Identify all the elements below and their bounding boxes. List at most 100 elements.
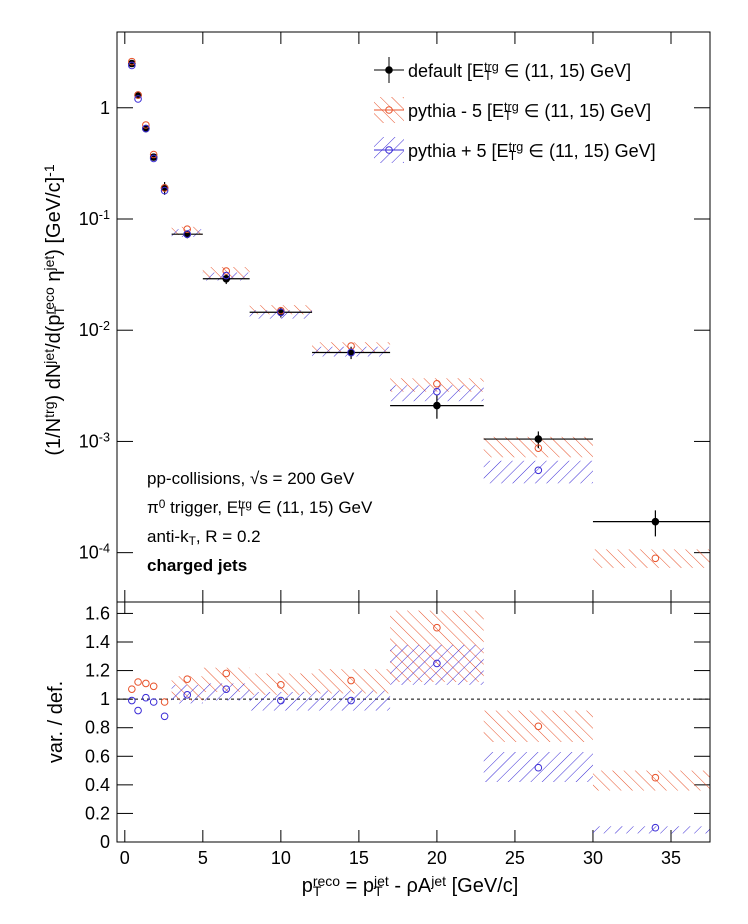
uncertainty-band bbox=[592, 549, 710, 568]
y-tick-label: 0.6 bbox=[85, 746, 110, 766]
marker bbox=[142, 121, 150, 129]
y-tick-label: 10-2 bbox=[79, 319, 110, 340]
marker bbox=[347, 676, 355, 685]
marker bbox=[142, 679, 150, 688]
marker bbox=[128, 59, 136, 68]
marker bbox=[651, 554, 660, 563]
marker bbox=[277, 681, 285, 689]
uncertainty-band bbox=[171, 684, 203, 704]
uncertainty-band bbox=[592, 826, 710, 834]
y-tick-label: 0.4 bbox=[85, 775, 110, 795]
marker bbox=[534, 722, 543, 731]
x-tick-label: 30 bbox=[583, 848, 603, 868]
marker bbox=[128, 696, 136, 705]
y-tick-label: 1.2 bbox=[85, 661, 110, 681]
legend-marker bbox=[385, 66, 393, 74]
marker bbox=[149, 682, 158, 691]
marker bbox=[277, 696, 285, 705]
uncertainty-band bbox=[483, 710, 593, 742]
uncertainty-band bbox=[312, 690, 391, 711]
y-tick-label: 10-3 bbox=[79, 431, 110, 452]
marker bbox=[222, 271, 231, 280]
marker bbox=[433, 387, 441, 396]
marker bbox=[222, 685, 231, 693]
uncertainty-band bbox=[390, 644, 484, 685]
marker bbox=[534, 435, 543, 443]
marker bbox=[128, 57, 136, 66]
marker bbox=[149, 698, 158, 706]
marker bbox=[534, 763, 543, 772]
marker bbox=[183, 225, 192, 233]
marker bbox=[134, 95, 142, 103]
marker bbox=[433, 401, 441, 410]
plot-area bbox=[128, 57, 710, 568]
marker bbox=[128, 685, 136, 693]
marker bbox=[347, 348, 355, 357]
x-axis-label: pTreco = pTjet - ρAjet [GeV/c] bbox=[302, 873, 519, 899]
x-tick-label: 10 bbox=[271, 848, 291, 868]
frame bbox=[116, 601, 711, 843]
annotation: charged jets bbox=[147, 556, 247, 575]
uncertainty-band bbox=[390, 385, 484, 402]
x-tick-label: 20 bbox=[427, 848, 447, 868]
y-tick-label: 1.4 bbox=[85, 632, 110, 652]
x-tick-label: 15 bbox=[349, 848, 369, 868]
marker bbox=[142, 693, 150, 702]
marker bbox=[651, 517, 660, 526]
marker bbox=[134, 91, 142, 99]
marker bbox=[222, 669, 231, 678]
y-tick-label: 10-1 bbox=[79, 208, 110, 229]
annotation: pp-collisions, √s = 200 GeV bbox=[147, 469, 355, 488]
marker bbox=[160, 698, 169, 706]
y-axis-label: var. / def. bbox=[45, 681, 67, 763]
annotation: π0 trigger, ETtrg ∈ (11, 15) GeV bbox=[147, 497, 373, 519]
annotation: anti-kT, R = 0.2 bbox=[147, 527, 261, 548]
y-axis-label: (1/Ntrg) dNjet/d(pTreco ηjet) [GeV/c]-1 bbox=[41, 164, 67, 455]
x-tick-label: 0 bbox=[120, 848, 130, 868]
y-tick-label: 1 bbox=[100, 98, 110, 118]
marker bbox=[183, 691, 192, 699]
marker bbox=[142, 124, 150, 133]
marker bbox=[433, 659, 441, 668]
y-tick-label: 0.2 bbox=[85, 803, 110, 823]
legend-label: pythia + 5 [ETtrg ∈ (11, 15) GeV] bbox=[408, 140, 656, 163]
uncertainty-band bbox=[592, 770, 710, 791]
marker bbox=[347, 696, 355, 705]
marker bbox=[433, 623, 441, 632]
marker bbox=[534, 466, 543, 475]
marker bbox=[134, 678, 142, 686]
uncertainty-band bbox=[249, 692, 313, 711]
uncertainty-band bbox=[483, 752, 593, 782]
x-tick-label: 25 bbox=[505, 848, 525, 868]
plot-area bbox=[128, 610, 710, 834]
marker bbox=[160, 184, 169, 192]
marker bbox=[277, 308, 285, 317]
uncertainty-band bbox=[312, 669, 391, 694]
marker bbox=[534, 444, 543, 452]
marker bbox=[651, 773, 660, 782]
x-tick-label: 35 bbox=[661, 848, 681, 868]
legend-marker bbox=[385, 106, 393, 114]
legend-marker bbox=[385, 146, 393, 154]
y-tick-label: 10-4 bbox=[79, 542, 110, 563]
legend-label: default [ETtrg ∈ (11, 15) GeV] bbox=[408, 60, 631, 83]
y-tick-label: 0 bbox=[100, 832, 110, 852]
marker bbox=[134, 706, 142, 715]
marker bbox=[128, 61, 136, 70]
marker bbox=[183, 230, 192, 238]
marker bbox=[160, 186, 169, 195]
marker bbox=[149, 154, 158, 163]
marker bbox=[160, 712, 169, 721]
legend-label: pythia - 5 [ETtrg ∈ (11, 15) GeV] bbox=[408, 100, 651, 123]
marker bbox=[651, 823, 660, 832]
y-tick-label: 1.6 bbox=[85, 603, 110, 623]
x-tick-label: 5 bbox=[198, 848, 208, 868]
marker bbox=[183, 675, 192, 683]
y-tick-label: 1 bbox=[100, 689, 110, 709]
y-tick-label: 0.8 bbox=[85, 718, 110, 738]
marker bbox=[433, 379, 441, 388]
marker bbox=[222, 267, 231, 275]
uncertainty-band bbox=[249, 673, 313, 695]
uncertainty-band bbox=[483, 460, 593, 484]
